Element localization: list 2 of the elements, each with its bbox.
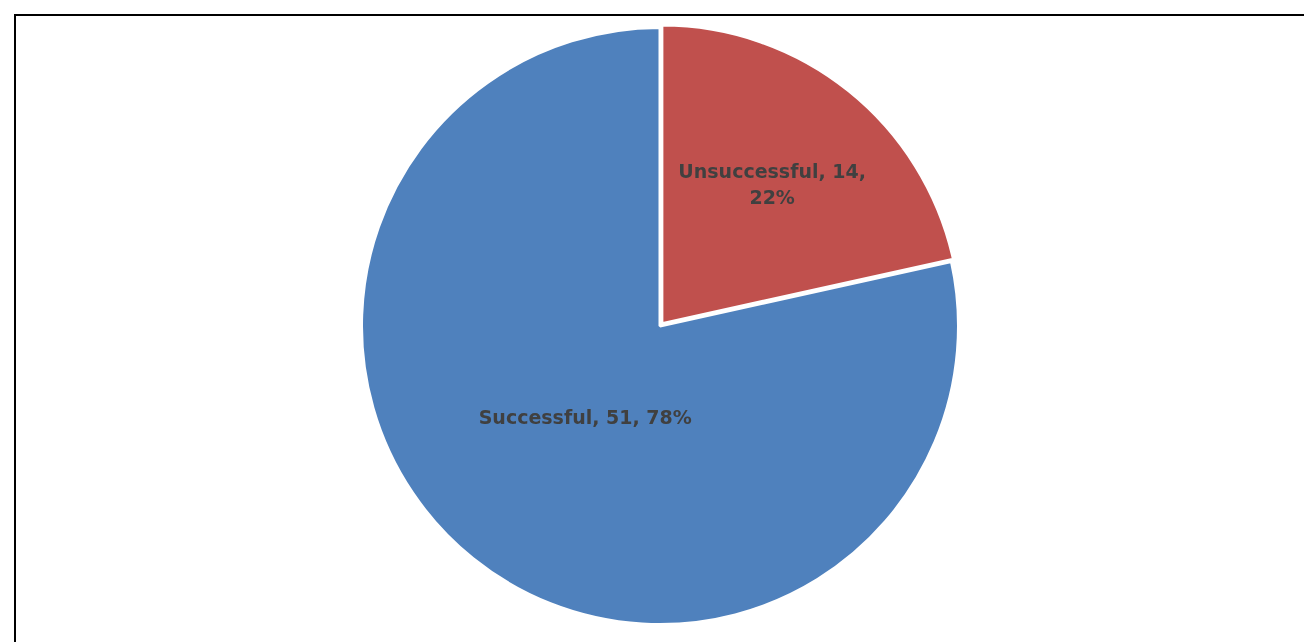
- slice-label: Unsuccessful, 14, 22%: [678, 160, 866, 209]
- slice-label: Successful, 51, 78%: [478, 406, 692, 429]
